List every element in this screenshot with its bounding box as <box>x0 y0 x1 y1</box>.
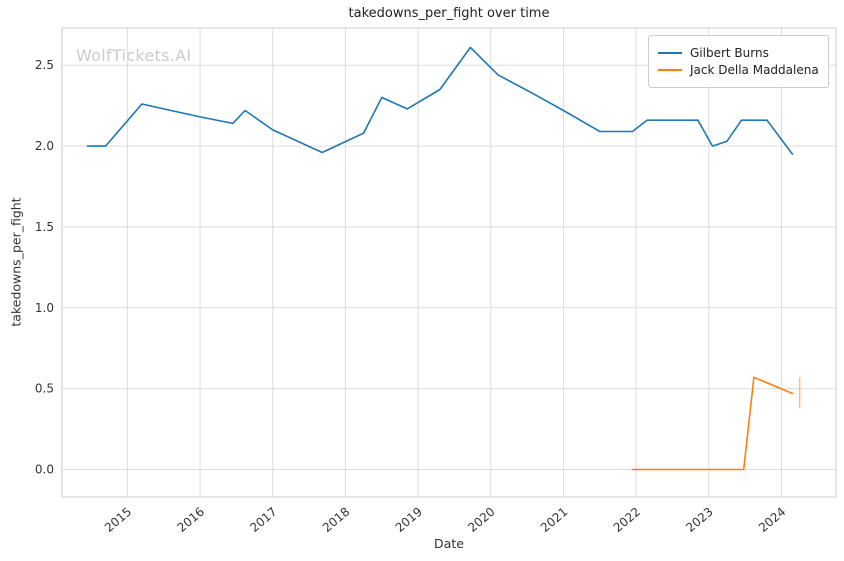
legend: Gilbert Burns Jack Della Maddalena <box>648 35 829 88</box>
x-tick-label: 2019 <box>393 505 425 535</box>
legend-line-swatch-gilbert-burns <box>658 52 682 54</box>
x-tick-label: 2015 <box>102 505 134 535</box>
x-tick-label: 2018 <box>320 505 352 535</box>
legend-item-jack-della-maddalena: Jack Della Maddalena <box>658 63 819 77</box>
y-tick-labels: 0.0 0.5 1.0 1.5 2.0 2.5 <box>35 58 54 476</box>
x-tick-label: 2022 <box>611 505 643 535</box>
plot-border <box>61 27 837 498</box>
legend-label-jack-della-maddalena: Jack Della Maddalena <box>690 63 819 77</box>
x-tick-label: 2021 <box>538 505 570 535</box>
y-axis-label: takedowns_per_fight <box>8 197 24 327</box>
x-tick-label: 2016 <box>175 505 207 535</box>
y-tick-label: 0.0 <box>35 463 54 477</box>
y-tick-label: 2.5 <box>35 58 54 72</box>
x-tick-label: 2017 <box>247 505 279 535</box>
legend-line-swatch-jack-della-maddalena <box>658 69 682 71</box>
y-tick-label: 1.0 <box>35 301 54 315</box>
gridlines <box>62 28 836 497</box>
series-line-0 <box>86 46 794 155</box>
y-tick-label: 2.0 <box>35 139 54 153</box>
chart-title: takedowns_per_fight over time <box>348 6 550 21</box>
legend-label-gilbert-burns: Gilbert Burns <box>690 46 769 60</box>
watermark: WolfTickets.AI <box>76 46 192 65</box>
x-tick-labels: 2015 2016 2017 2018 2019 2020 2021 2022 2023 2024 <box>102 505 788 535</box>
x-tick-label: 2020 <box>465 505 497 535</box>
x-axis-label: Date <box>434 536 464 551</box>
y-tick-label: 1.5 <box>35 220 54 234</box>
series-line-1 <box>631 376 794 471</box>
x-tick-label: 2023 <box>683 505 715 535</box>
y-tick-label: 0.5 <box>35 382 54 396</box>
x-tick-label: 2024 <box>756 505 788 535</box>
legend-item-gilbert-burns: Gilbert Burns <box>658 46 819 60</box>
